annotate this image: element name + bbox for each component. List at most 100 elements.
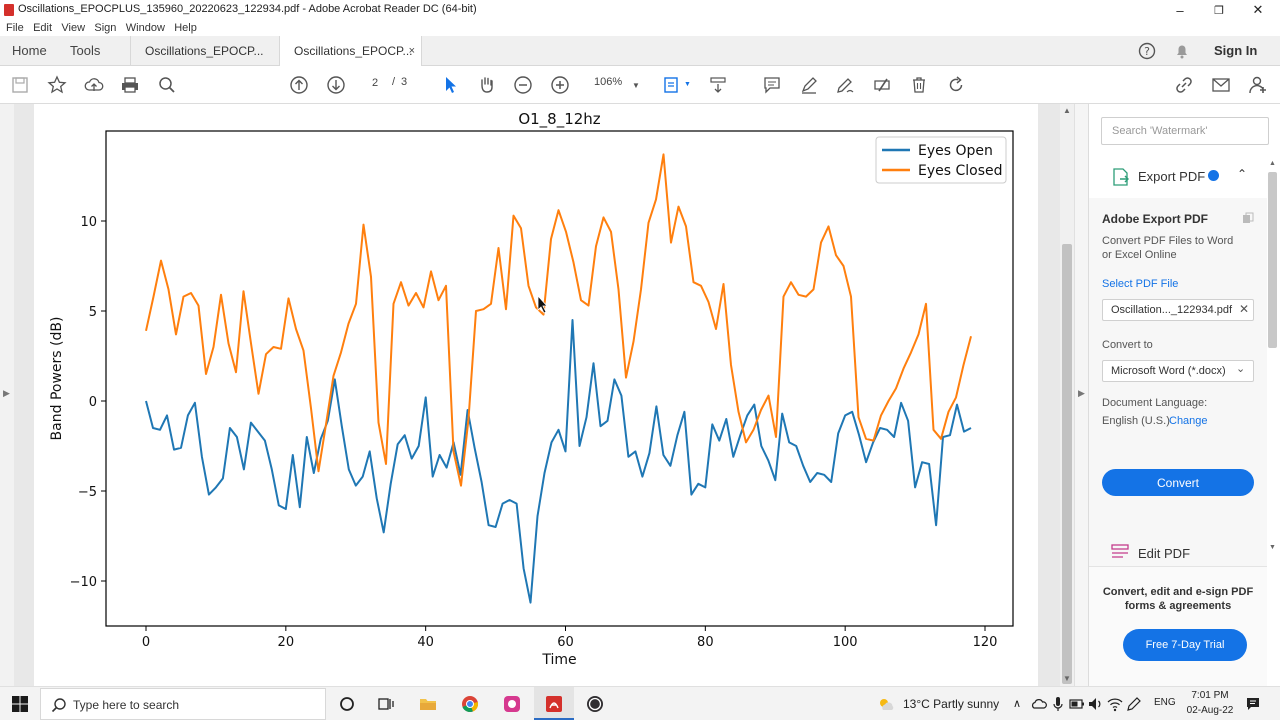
tools-pane-scrollbar[interactable]: ▲ ▼ [1266, 160, 1280, 556]
pink-app-icon[interactable] [503, 695, 521, 713]
speaker-icon[interactable] [1088, 696, 1106, 714]
notifications-icon[interactable] [1245, 696, 1263, 714]
share-people-icon[interactable] [1248, 75, 1268, 95]
cortana-icon[interactable] [338, 695, 356, 713]
remove-file-icon[interactable]: ✕ [1239, 302, 1250, 316]
bookmark-star-icon[interactable] [47, 75, 67, 95]
copy-icon[interactable] [1242, 212, 1254, 224]
page-separator: / [392, 76, 396, 88]
fill-sign-icon[interactable] [872, 75, 892, 95]
language-indicator[interactable]: ENG [1154, 697, 1176, 708]
windows-taskbar: Type here to search 13°C Partly sunny ∧ … [0, 686, 1280, 720]
weather-text[interactable]: 13°C Partly sunny [903, 697, 1000, 711]
tools-search-input[interactable]: Search 'Watermark' [1101, 117, 1269, 145]
tab-document-1[interactable]: Oscillations_EPOCP... [130, 36, 280, 66]
menu-sign[interactable]: Sign [94, 22, 117, 34]
pen-workspace-icon[interactable] [1126, 696, 1144, 714]
delete-trash-icon[interactable] [909, 75, 929, 95]
selected-file-field[interactable]: Oscillation..._122934.pdf [1102, 299, 1254, 321]
sign-pen-icon[interactable] [835, 75, 855, 95]
change-language-link[interactable]: Change [1169, 415, 1208, 427]
page-display-dropdown-icon[interactable]: ▼ [684, 81, 691, 88]
wifi-icon[interactable] [1107, 696, 1125, 714]
notification-bell-icon[interactable] [1173, 42, 1191, 60]
export-pdf-title[interactable]: Export PDF [1138, 169, 1206, 184]
scroll-up-icon[interactable]: ▲ [1063, 106, 1071, 115]
tab-home[interactable]: Home [12, 43, 47, 58]
menu-file[interactable]: File [6, 22, 24, 34]
taskbar-search-box[interactable]: Type here to search [40, 688, 326, 720]
tab-document-2[interactable]: Oscillations_EPOCP... × [280, 36, 422, 66]
windows-start-icon[interactable] [11, 695, 29, 713]
mouse-cursor-icon [537, 294, 548, 314]
acrobat-icon [4, 4, 14, 16]
onedrive-cloud-icon[interactable] [1031, 696, 1049, 714]
zoom-level[interactable]: 106% [594, 76, 623, 88]
maximize-button[interactable]: ❐ [1214, 4, 1224, 17]
menu-view[interactable]: View [61, 22, 86, 34]
y-tick-label: 5 [89, 305, 97, 320]
print-icon[interactable] [120, 75, 140, 95]
pane-scroll-down-icon[interactable]: ▼ [1269, 544, 1276, 551]
find-magnifier-icon[interactable] [157, 75, 177, 95]
menu-help[interactable]: Help [174, 22, 197, 34]
document-scroll-thumb[interactable] [1062, 244, 1072, 684]
battery-icon[interactable] [1069, 696, 1087, 714]
menu-edit[interactable]: Edit [33, 22, 53, 34]
svg-text:?: ? [1144, 45, 1150, 58]
help-icon[interactable]: ? [1138, 42, 1156, 60]
minimize-button[interactable]: – [1176, 2, 1184, 18]
menu-window[interactable]: Window [125, 22, 165, 34]
convert-button[interactable]: Convert [1102, 469, 1254, 496]
edit-pdf-title[interactable]: Edit PDF [1138, 546, 1191, 560]
highlight-pen-icon[interactable] [799, 75, 819, 95]
acrobat-taskbar-icon[interactable] [545, 695, 563, 713]
chevron-down-icon[interactable]: ⌄ [1236, 363, 1246, 375]
rotate-icon[interactable] [946, 75, 966, 95]
comment-icon[interactable] [762, 75, 782, 95]
select-pointer-icon[interactable] [440, 75, 460, 95]
chrome-icon[interactable] [461, 695, 479, 713]
close-window-button[interactable]: ✕ [1252, 2, 1264, 17]
tools-pane-scroll-thumb[interactable] [1268, 172, 1277, 348]
band-power-chart: O1_8_12hz 0 20 40 60 80 100 120 −10 −5 0 5 10 Time Ban… [49, 110, 1014, 668]
select-pdf-file-label[interactable]: Select PDF File [1102, 278, 1179, 290]
page-number-input[interactable]: 2 [362, 76, 388, 94]
menu-bar: File Edit View Sign Window Help [0, 20, 1280, 36]
tab-tools[interactable]: Tools [70, 43, 101, 58]
close-tab-icon[interactable]: × [408, 45, 415, 57]
scroll-down-icon[interactable]: ▼ [1063, 674, 1071, 683]
document-scrollbar[interactable]: ▲ ▼ [1060, 104, 1074, 686]
plot-frame [105, 130, 1014, 627]
collapse-section-icon[interactable]: ⌃ [1237, 167, 1248, 181]
expand-left-icon[interactable]: ▶ [3, 388, 10, 398]
cloud-upload-icon[interactable] [84, 75, 104, 95]
free-trial-button[interactable]: Free 7-Day Trial [1123, 629, 1247, 661]
page-display-icon[interactable] [662, 75, 682, 95]
microphone-icon[interactable] [1050, 696, 1068, 714]
previous-page-icon[interactable] [289, 75, 309, 95]
convert-to-select[interactable]: Microsoft Word (*.docx) [1102, 360, 1254, 382]
right-pane-collapse[interactable]: ▶ [1074, 104, 1088, 686]
pane-scroll-up-icon[interactable]: ▲ [1269, 160, 1276, 167]
collapse-pane-icon[interactable]: ▶ [1078, 388, 1085, 398]
sign-in-button[interactable]: Sign In [1214, 43, 1258, 58]
zoom-out-icon[interactable] [513, 75, 533, 95]
next-page-icon[interactable] [326, 75, 346, 95]
zoom-in-icon[interactable] [550, 75, 570, 95]
tray-overflow-icon[interactable]: ∧ [1013, 698, 1022, 710]
clock-time[interactable]: 7:01 PM [1191, 690, 1229, 701]
email-icon[interactable] [1211, 75, 1231, 95]
zoom-dropdown-icon[interactable]: ▼ [632, 81, 640, 90]
share-link-icon[interactable] [1174, 75, 1194, 95]
legend-label-eyes-open: Eyes Open [918, 143, 993, 159]
hand-tool-icon[interactable] [477, 75, 497, 95]
edit-pdf-icon [1111, 544, 1129, 558]
task-view-icon[interactable] [377, 695, 395, 713]
clock-date[interactable]: 02-Aug-22 [1186, 705, 1234, 716]
scroll-mode-icon[interactable] [708, 75, 728, 95]
obs-icon[interactable] [586, 695, 604, 713]
save-icon[interactable] [10, 75, 30, 95]
file-explorer-icon[interactable] [419, 695, 437, 713]
left-nav-strip[interactable]: ▶ [0, 104, 14, 686]
